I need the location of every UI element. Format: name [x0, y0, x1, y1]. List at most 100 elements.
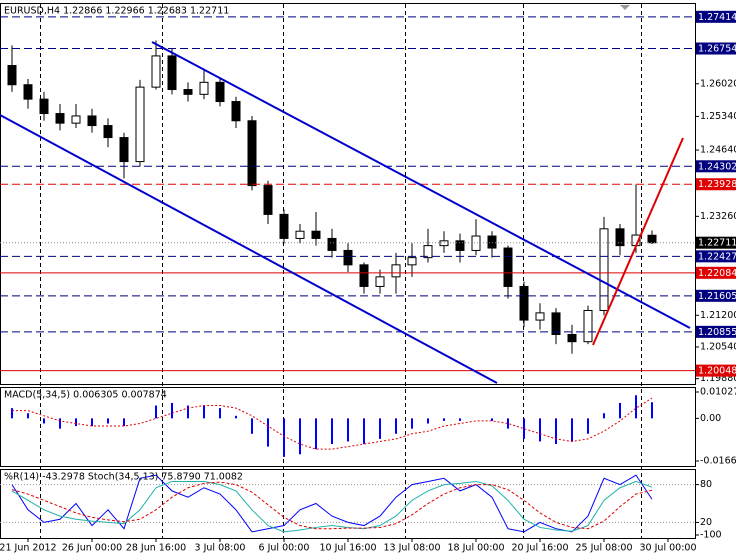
macd-bar: [299, 418, 301, 455]
main-plot: [0, 16, 695, 372]
macd-bar: [331, 418, 333, 445]
candle-body: [439, 240, 449, 247]
macd-bar: [443, 418, 445, 421]
x-tick-label: 28 Jun 16:00: [126, 543, 186, 554]
macd-bar: [491, 418, 493, 421]
candle-body: [359, 264, 369, 287]
level-label: 1.24302: [698, 161, 736, 172]
candle-body: [263, 185, 273, 215]
y-tick-label: 1.21200: [700, 310, 736, 321]
candle-body: [55, 113, 65, 124]
x-tick-label: 3 Jul 08:00: [195, 543, 246, 554]
candle-body: [343, 249, 353, 266]
level-label-box: [696, 250, 736, 263]
level-label-box: [696, 364, 736, 377]
macd-bar: [75, 418, 77, 427]
macd-bar: [363, 418, 365, 445]
macd-bar: [411, 418, 413, 429]
axes: 1.26020 1.25340 1.24640 1.23260 1.21200 1.205…: [0, 10, 736, 554]
candle-body: [183, 89, 193, 95]
level-label-box: [696, 160, 736, 173]
candle-body: [535, 312, 545, 321]
level-label-box: [696, 325, 736, 338]
candle-body: [39, 98, 49, 115]
x-tick-label: 26 Jun 00:00: [62, 543, 122, 554]
trendlines: [0, 41, 691, 384]
macd-bar: [251, 418, 253, 434]
x-tick-label: 25 Jul 08:00: [576, 543, 633, 554]
candle-body: [167, 55, 177, 91]
candle-body: [71, 115, 81, 124]
y-tick-label: 1.24640: [700, 145, 736, 156]
y-tick-label: 1.26020: [700, 78, 736, 89]
y-tick-label: 1.25340: [700, 111, 736, 122]
macd-bar: [91, 418, 93, 427]
macd-bar: [27, 413, 29, 419]
stoch-signal-line: [11, 481, 653, 530]
candle-body: [647, 234, 657, 244]
candle-body: [327, 237, 337, 251]
macd-bar: [395, 418, 397, 434]
macd-bar: [203, 405, 205, 419]
main-panel: [0, 3, 696, 385]
macd-bar: [219, 408, 221, 419]
candle-body: [295, 230, 305, 239]
level-label: 1.20855: [698, 327, 736, 338]
candle-body: [215, 81, 225, 103]
macd-signal: [12, 397, 653, 450]
candle-body: [423, 245, 433, 259]
x-tick-label: 18 Jul 00:00: [448, 543, 505, 554]
level-label: 1.22084: [698, 268, 736, 279]
candle-body: [503, 247, 513, 287]
x-tick-label: 21 Jun 2012: [0, 543, 57, 554]
macd-bar: [43, 418, 45, 424]
panel-frames: [0, 3, 696, 539]
y-tick-label: 0.010276: [700, 387, 736, 398]
macd-bar: [619, 402, 621, 419]
level-label-box: [696, 178, 736, 191]
chart-title: EURUSD,H4 1.22866 1.22966 1.22683 1.2271…: [4, 6, 229, 17]
y-tick-label: 1.23260: [700, 211, 736, 222]
candle-body: [231, 101, 241, 122]
candle-body: [471, 235, 481, 251]
macd-bar: [187, 405, 189, 419]
level-label: 1.27414: [698, 12, 736, 23]
candle-body: [103, 125, 113, 139]
level-label-box: [696, 42, 736, 55]
macd-bar: [347, 418, 349, 442]
candle-body: [583, 309, 593, 343]
x-tick-label: 6 Jul 00:00: [259, 543, 310, 554]
y-tick-label: 20: [700, 517, 712, 528]
macd-bar: [651, 402, 653, 419]
macd-bar: [507, 418, 509, 429]
trendline: [0, 114, 498, 384]
y-tick-label: 0.00: [700, 413, 721, 424]
level-label-box: [696, 266, 736, 279]
candle-body: [151, 55, 161, 88]
shift-marker: [620, 5, 630, 10]
level-label-box: [696, 10, 736, 23]
candle-body: [519, 285, 529, 321]
candle-body: [135, 86, 145, 163]
macd-bar: [235, 415, 237, 419]
macd-bar: [155, 405, 157, 419]
level-label: 1.22711: [698, 238, 736, 249]
candle-body: [375, 276, 385, 287]
y-tick-label: 1.20540: [700, 341, 736, 352]
macd-bar: [315, 418, 317, 450]
macd-bar: [587, 418, 589, 434]
trendline: [592, 137, 684, 346]
candle-body: [455, 240, 465, 251]
candle-body: [407, 257, 417, 266]
candle-body: [199, 81, 209, 95]
oscillator-title: %R(14) -43.2978 Stoch(34,5,13) 75.8790 7…: [4, 472, 243, 483]
macd-bar: [123, 418, 125, 427]
x-tick-label: 10 Jul 16:00: [320, 543, 377, 554]
level-label-box: [696, 236, 736, 249]
macd-bar: [59, 418, 61, 429]
macd-bar: [427, 418, 429, 424]
macd-plot: [11, 395, 653, 457]
macd-bar: [571, 418, 573, 442]
